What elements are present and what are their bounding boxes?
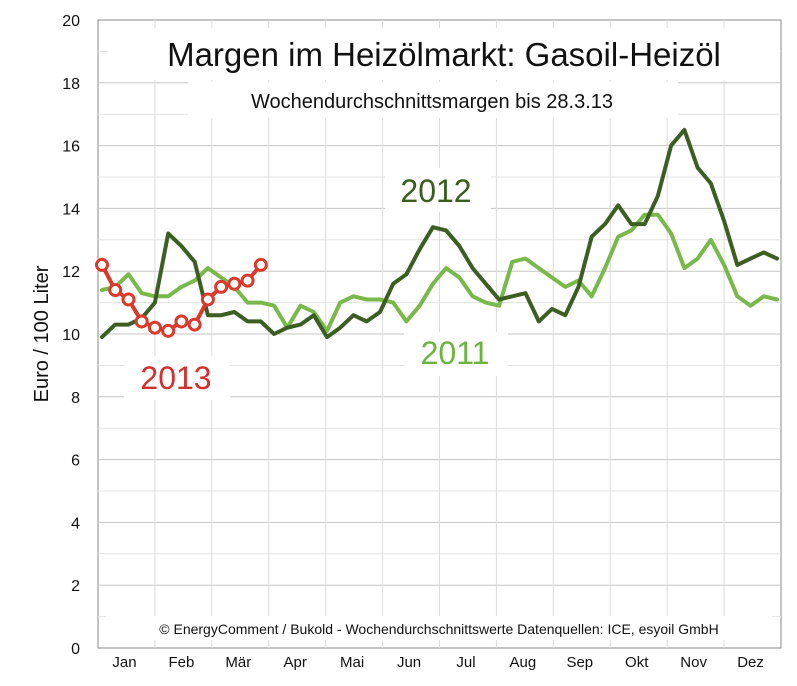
- y-axis-label: Euro / 100 Liter: [31, 265, 53, 402]
- data-point-2013: [253, 257, 268, 272]
- month-labels: Jan Feb Mär Apr Mai Jun Jul Aug Sep Okt Nov Dez: [112, 654, 764, 671]
- chart-subtitle: Wochendurchschnittsmargen bis 28.3.13: [251, 91, 613, 113]
- month-label: Aug: [510, 654, 537, 671]
- subtitle-background: [188, 82, 678, 118]
- month-label: Dez: [737, 654, 764, 671]
- series-label-2013-background: [124, 356, 230, 400]
- series-label-2011: 2011: [421, 335, 490, 371]
- series-line-2012: [100, 127, 779, 340]
- series-label-2012-background: [385, 168, 491, 212]
- data-point-2013: [240, 273, 255, 288]
- data-point-2013: [174, 314, 189, 329]
- series-2013-markers: [95, 257, 268, 338]
- y-tick-label: 16: [62, 139, 80, 156]
- data-point-2013: [108, 283, 123, 298]
- month-label: Mai: [340, 654, 364, 671]
- series-label-2013: 2013: [140, 360, 211, 396]
- month-label: Sep: [566, 654, 593, 671]
- data-point-2013: [121, 292, 136, 307]
- series-label-2012: 2012: [400, 173, 471, 209]
- title-background: [108, 28, 780, 80]
- y-tick-label: 18: [62, 76, 80, 93]
- month-label: Nov: [680, 654, 707, 671]
- data-point-2013: [214, 279, 229, 294]
- month-label: Apr: [284, 654, 307, 671]
- credit-background: [106, 616, 772, 640]
- data-point-2013: [200, 292, 215, 307]
- month-label: Jan: [112, 654, 136, 671]
- y-tick-label: 0: [71, 641, 80, 658]
- chart-title: Margen im Heizölmarkt: Gasoil-Heizöl: [167, 36, 721, 73]
- y-tick-label: 14: [62, 201, 80, 218]
- data-point-2013: [134, 314, 149, 329]
- month-label: Okt: [625, 654, 649, 671]
- data-point-2013: [227, 276, 242, 291]
- series-line-2011: [100, 212, 779, 333]
- data-source-credit: © EnergyComment / Bukold - Wochendurchsc…: [159, 621, 718, 637]
- y-tick-label: 8: [71, 390, 80, 407]
- month-label: Jul: [456, 654, 475, 671]
- month-label: Jun: [397, 654, 421, 671]
- data-point-2013: [161, 323, 176, 338]
- y-tick-label: 12: [62, 264, 80, 281]
- y-tick-label: 20: [62, 13, 80, 30]
- month-label: Mär: [225, 654, 251, 671]
- month-label: Feb: [168, 654, 194, 671]
- y-tick-label: 10: [62, 327, 80, 344]
- y-tick-label: 6: [71, 453, 80, 470]
- data-point-2013: [187, 317, 202, 332]
- y-tick-label: 4: [71, 515, 80, 532]
- y-tick-label: 2: [71, 578, 80, 595]
- y-tick-labels: 0 2 4 6 8 10 12 14 16 18 20: [62, 13, 80, 658]
- data-point-2013: [95, 257, 109, 272]
- data-point-2013: [147, 320, 162, 335]
- series-label-2011-background: [404, 332, 508, 376]
